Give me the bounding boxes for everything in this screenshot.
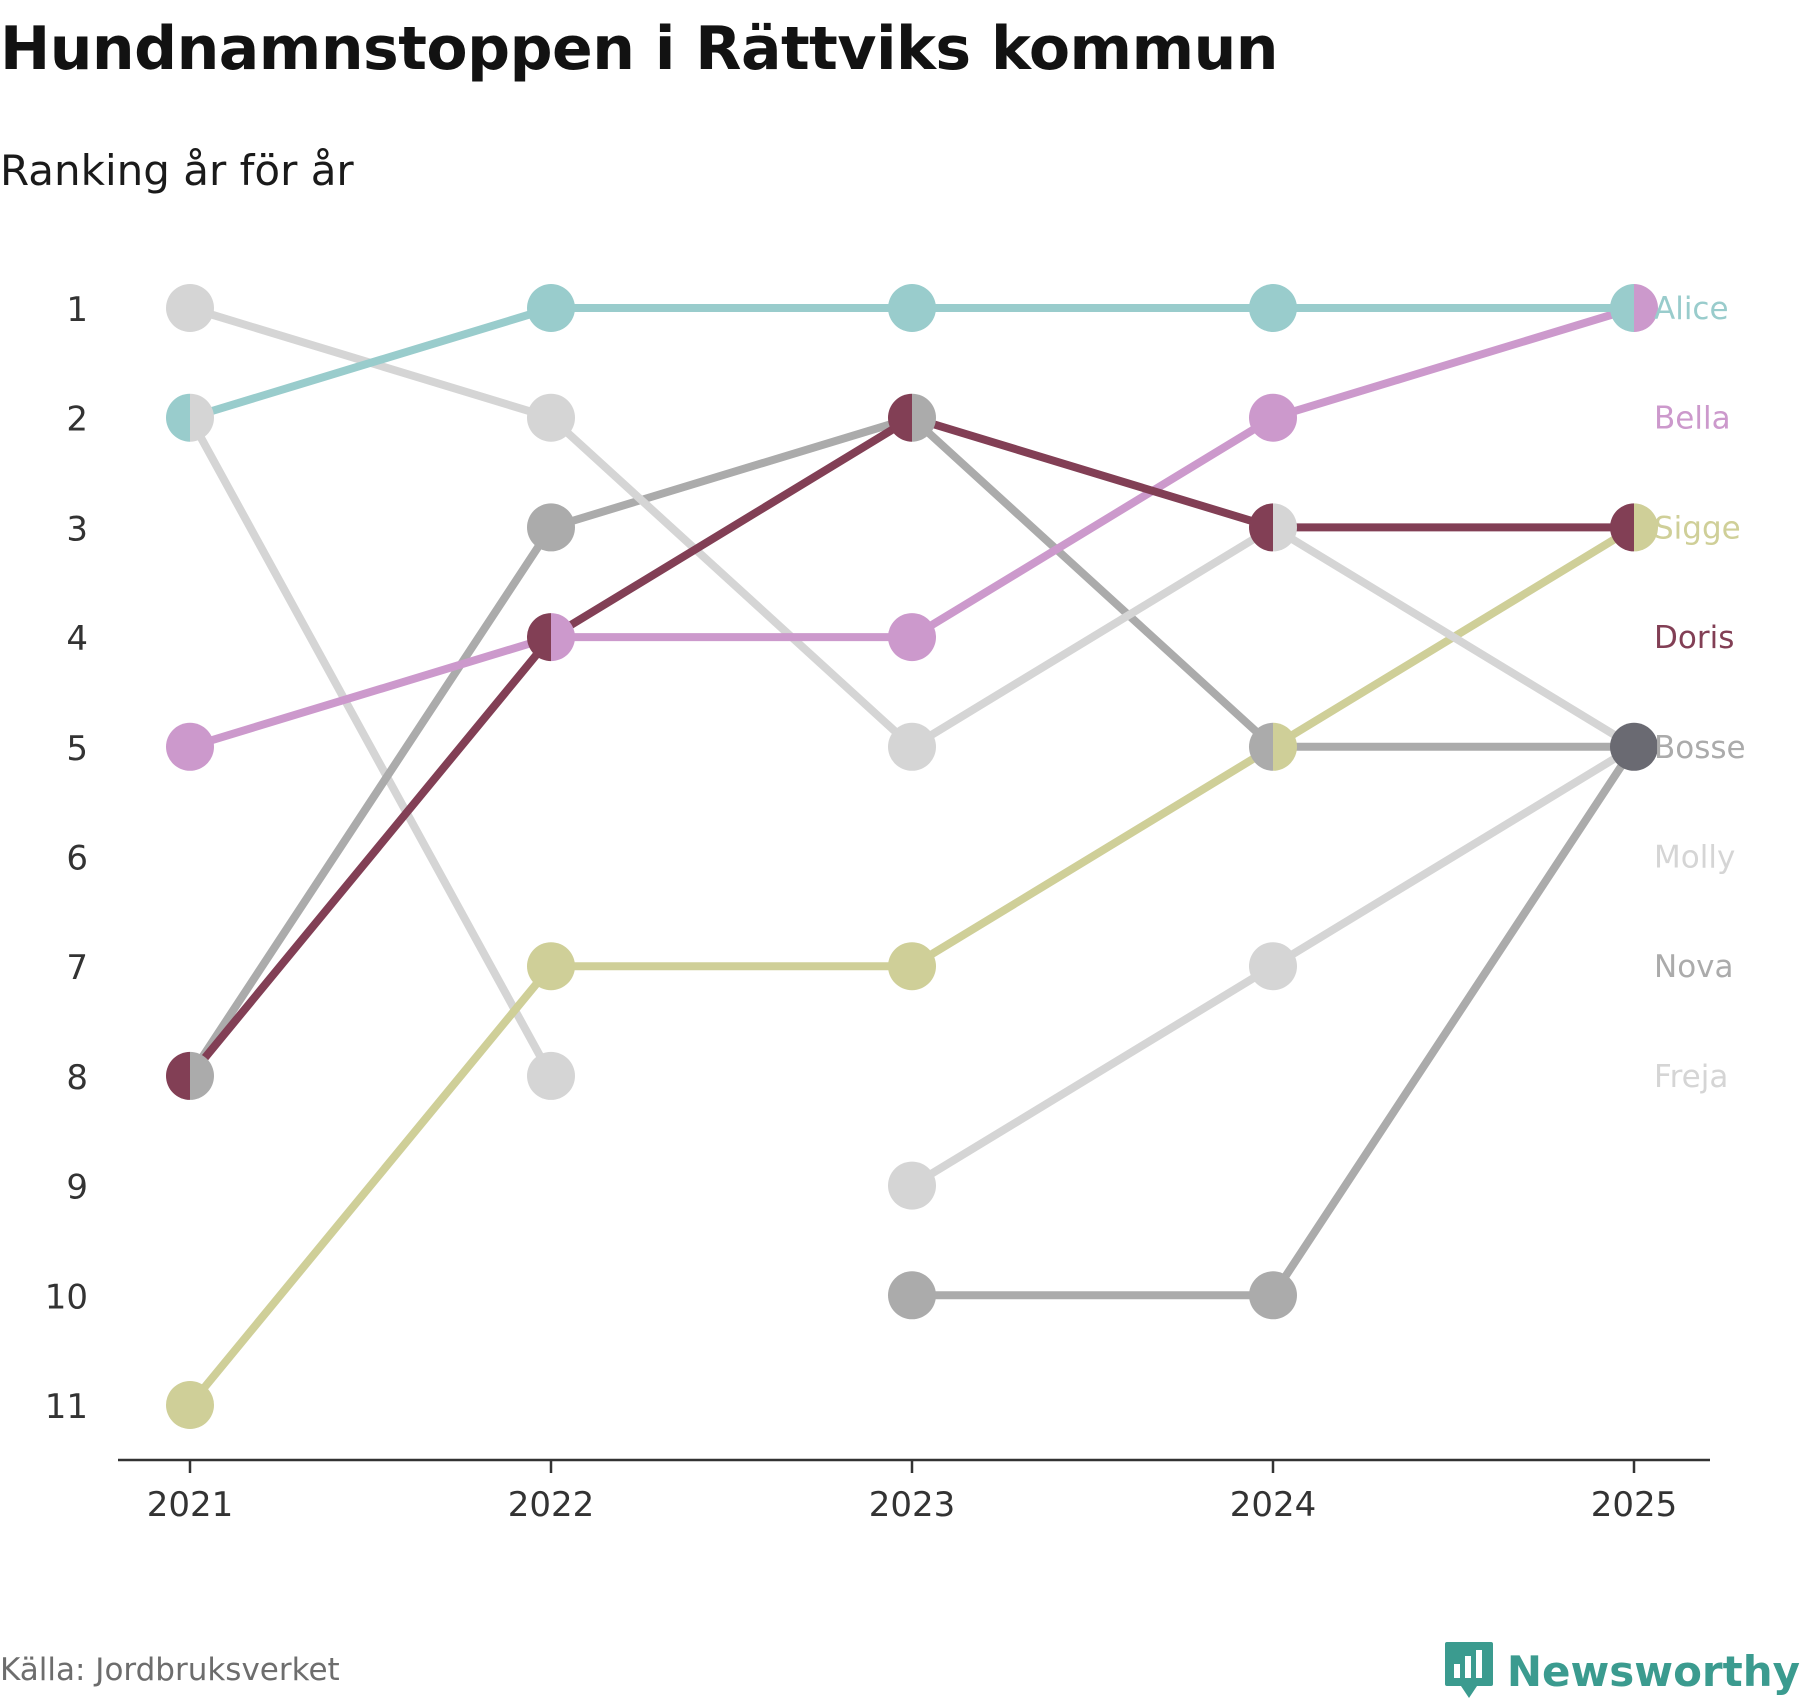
y-tick-label-5: 5: [66, 729, 88, 769]
y-tick-label-10: 10: [45, 1277, 88, 1317]
point-bosse-2024: [1249, 722, 1273, 771]
x-tick-label-2025: 2025: [1591, 1485, 1678, 1525]
y-tick-label-6: 6: [66, 839, 88, 879]
end-label-bella: Bella: [1654, 401, 1731, 437]
end-label-sigge: Sigge: [1654, 510, 1741, 546]
point-bosse-2021: [190, 1051, 214, 1100]
bump-chart: 1 2 3 4 5 6 7 8 9 10 11 2021 2022 2023 2024 2025 Alice Be…: [45, 284, 1746, 1525]
end-label-doris: Doris: [1654, 620, 1734, 656]
point-sigge-2025: [1634, 503, 1658, 552]
point-doris-2022: [527, 613, 551, 662]
point-doris-2024: [1249, 503, 1273, 552]
end-label-freja: Freja: [1654, 1059, 1728, 1095]
point-bella-2022: [551, 613, 575, 662]
point-bella-2025: [1634, 284, 1658, 332]
point-alice-2021: [166, 393, 190, 442]
x-tick-label-2024: 2024: [1230, 1485, 1317, 1525]
point-luna-2024: [1273, 503, 1297, 552]
point-alice-2025: [1610, 284, 1634, 332]
y-tick-label-7: 7: [66, 948, 88, 988]
y-tick-label-11: 11: [45, 1387, 88, 1427]
point-alice-2023: [888, 284, 936, 332]
point-bella-2023: [888, 613, 936, 662]
point-nova-2023: [888, 1271, 936, 1320]
brand-name: Newsworthy: [1506, 1646, 1800, 1696]
point-sigge-2023: [888, 942, 936, 991]
chart-subtitle: Ranking år för år: [0, 146, 354, 195]
newsworthy-logo[interactable]: Newsworthy: [1443, 1640, 1800, 1702]
y-tick-label-9: 9: [66, 1168, 88, 1208]
source-note: Källa: Jordbruksverket: [0, 1652, 340, 1688]
point-merged-2025-rank-5: [1610, 722, 1658, 771]
x-tick-label-2021: 2021: [147, 1485, 234, 1525]
point-bella-2024: [1249, 393, 1297, 442]
y-tick-label-1: 1: [66, 290, 88, 330]
point-luna-2021: [166, 284, 214, 332]
point-doris-2025: [1610, 503, 1634, 552]
point-luna-2022: [527, 393, 575, 442]
point-alice-2024: [1249, 284, 1297, 332]
end-label-nova: Nova: [1654, 949, 1734, 985]
point-bella-2021: [166, 722, 214, 771]
point-doris-2023: [888, 393, 912, 442]
y-tick-label-2: 2: [66, 400, 88, 440]
point-sigge-2022: [527, 942, 575, 991]
newsworthy-chart-icon: [1444, 1642, 1493, 1698]
point-molly-2022: [527, 1051, 575, 1100]
point-bosse-2022: [527, 503, 575, 552]
point-sigge-2021: [166, 1381, 214, 1429]
point-molly-2021: [190, 393, 214, 442]
point-nova-2024: [1249, 1271, 1297, 1320]
point-luna-2023: [888, 722, 936, 771]
y-tick-label-4: 4: [66, 619, 88, 659]
point-alice-2022: [527, 284, 575, 332]
y-tick-label-8: 8: [66, 1058, 88, 1098]
series-line-molly: [186, 413, 555, 1080]
point-doris-2021: [166, 1051, 190, 1100]
point-sigge-2024: [1273, 722, 1297, 771]
x-tick-label-2023: 2023: [869, 1485, 956, 1525]
end-label-alice: Alice: [1654, 291, 1729, 327]
y-tick-label-3: 3: [66, 509, 88, 549]
chart-title: Hundnamnstoppen i Rättviks kommun: [0, 14, 1279, 84]
end-label-bosse: Bosse: [1654, 730, 1746, 766]
series-line-nova: [908, 742, 1638, 1300]
point-freja-2023: [888, 1161, 936, 1210]
point-freja-2024: [1249, 942, 1297, 991]
end-label-molly: Molly: [1654, 840, 1735, 876]
point-bosse-2023: [912, 393, 936, 442]
x-tick-label-2022: 2022: [508, 1485, 595, 1525]
